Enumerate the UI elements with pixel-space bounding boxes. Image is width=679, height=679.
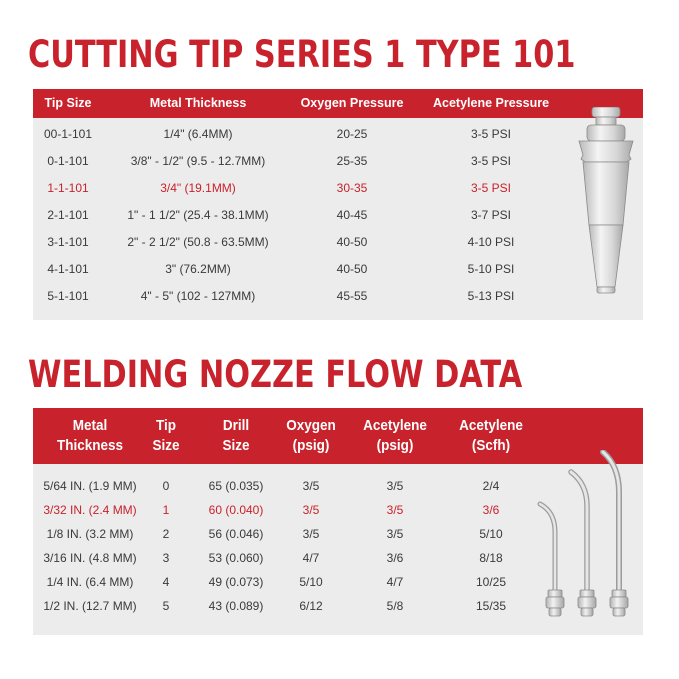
header-drill-size: Drill Size: [222, 417, 250, 454]
cell-tip-size: 1-1-101: [47, 181, 89, 195]
cell-metal-thickness: 3/8" - 1/2" (9.5 - 12.7MM): [130, 154, 266, 168]
welding-table-header: Metal Thickness Tip Size Drill Size Oxygen(…: [33, 408, 643, 464]
header-acetylene-psig: Acetylene (psig): [363, 417, 427, 454]
cell-tip-size: 3-1-101: [47, 235, 89, 249]
cell-metal-thickness: 3/4" (19.1MM): [160, 181, 236, 195]
cutting-tip-title: CUTTING TIP SERIES 1 TYPE 101: [28, 33, 576, 76]
cell-metal-thickness: 1/8 IN. (3.2 MM): [46, 527, 134, 541]
cell-oxygen-psig: 5/10: [299, 575, 323, 589]
header-acetylene-pressure: Acetylene Pressure: [432, 96, 550, 110]
header-oxygen-psig: Oxygen (psig): [286, 417, 336, 454]
cell-oxygen-psig: 6/12: [299, 599, 323, 613]
header-acetylene-scfh: Acetylene (Scfh): [459, 417, 523, 454]
cell-acetylene-scfh: 8/18: [479, 551, 503, 565]
cell-metal-thickness: 5/64 IN. (1.9 MM): [43, 479, 137, 493]
cell-tip-size: 2: [162, 527, 170, 541]
cell-acetylene-pressure: 3-5 PSI: [470, 154, 512, 168]
table-row: 3/32 IN. (2.4 MM) 1 60 (0.040) 3/5 3/5 3/6: [33, 503, 643, 527]
cell-oxygen-pressure: 40-50: [336, 262, 368, 276]
welding-nozzle-icon: [537, 450, 629, 617]
cell-tip-size: 0: [162, 479, 170, 493]
cell-acetylene-scfh: 2/4: [482, 479, 500, 493]
cell-metal-thickness: 1/4" (6.4MM): [163, 127, 233, 141]
cell-metal-thickness: 4" - 5" (102 - 127MM): [140, 289, 256, 303]
cell-metal-thickness: 3/16 IN. (4.8 MM): [43, 551, 137, 565]
cell-metal-thickness: 3/32 IN. (2.4 MM): [43, 503, 137, 517]
table-row: 1-1-101 3/4" (19.1MM) 30-35 3-5 PSI: [33, 181, 643, 205]
cell-oxygen-psig: 3/5: [302, 503, 320, 517]
table-row: 0-1-101 3/8" - 1/2" (9.5 - 12.7MM) 25-35 3-…: [33, 154, 643, 178]
cutting-tip-table: Tip Size Metal Thickness Oxygen Pressure…: [33, 89, 643, 320]
cell-acetylene-pressure: 3-5 PSI: [470, 127, 512, 141]
header-metal-thickness: Metal Thickness: [56, 417, 124, 454]
cell-tip-size: 0-1-101: [47, 154, 89, 168]
cell-tip-size: 4-1-101: [47, 262, 89, 276]
cell-tip-size: 00-1-101: [43, 127, 93, 141]
cell-acetylene-pressure: 4-10 PSI: [467, 235, 515, 249]
cell-acetylene-psig: 3/5: [386, 479, 404, 493]
table-row: 3/16 IN. (4.8 MM) 3 53 (0.060) 4/7 3/6 8/18: [33, 551, 643, 575]
cell-drill-size: 49 (0.073): [208, 575, 264, 589]
welding-nozzle-table: Metal Thickness Tip Size Drill Size Oxygen(…: [33, 408, 643, 635]
cell-tip-size: 4: [162, 575, 170, 589]
cell-acetylene-scfh: 10/25: [475, 575, 507, 589]
cell-acetylene-psig: 3/5: [386, 503, 404, 517]
cell-oxygen-pressure: 45-55: [336, 289, 368, 303]
cell-acetylene-scfh: 5/10: [479, 527, 503, 541]
cell-oxygen-pressure: 25-35: [336, 154, 368, 168]
cell-acetylene-psig: 4/7: [386, 575, 404, 589]
cell-oxygen-pressure: 40-45: [336, 208, 368, 222]
cell-oxygen-psig: 3/5: [302, 527, 320, 541]
header-metal-thickness: Metal Thickness: [149, 96, 247, 110]
cell-acetylene-pressure: 3-7 PSI: [470, 208, 512, 222]
cell-acetylene-psig: 3/5: [386, 527, 404, 541]
table-row: 1/4 IN. (6.4 MM) 4 49 (0.073) 5/10 4/7 10/25: [33, 575, 643, 599]
cell-drill-size: 60 (0.040): [208, 503, 264, 517]
cell-oxygen-psig: 3/5: [302, 479, 320, 493]
table-row: 3-1-101 2" - 2 1/2" (50.8 - 63.5MM) 40-50 4…: [33, 235, 643, 259]
cutting-tip-icon: [578, 107, 634, 294]
cell-tip-size: 5-1-101: [47, 289, 89, 303]
cell-acetylene-psig: 3/6: [386, 551, 404, 565]
table-row: 4-1-101 3" (76.2MM) 40-50 5-10 PSI: [33, 262, 643, 286]
table-row: 1/2 IN. (12.7 MM) 5 43 (0.089) 6/12 5/8 15/35: [33, 599, 643, 623]
cell-acetylene-pressure: 5-10 PSI: [467, 262, 515, 276]
cutting-table-header: Tip Size Metal Thickness Oxygen Pressure…: [33, 89, 643, 118]
table-row: 5/64 IN. (1.9 MM) 0 65 (0.035) 3/5 3/5 2/4: [33, 479, 643, 503]
cell-tip-size: 3: [162, 551, 170, 565]
cell-drill-size: 53 (0.060): [208, 551, 264, 565]
cell-drill-size: 65 (0.035): [208, 479, 264, 493]
header-tip-size: Tip Size: [152, 417, 180, 454]
cell-drill-size: 43 (0.089): [208, 599, 264, 613]
cell-oxygen-pressure: 40-50: [336, 235, 368, 249]
cell-metal-thickness: 1/4 IN. (6.4 MM): [46, 575, 134, 589]
cell-acetylene-scfh: 15/35: [475, 599, 507, 613]
welding-nozzle-title: WELDING NOZZE FLOW DATA: [28, 353, 523, 396]
cell-acetylene-pressure: 3-5 PSI: [470, 181, 512, 195]
table-row: 2-1-101 1" - 1 1/2" (25.4 - 38.1MM) 40-45 3…: [33, 208, 643, 232]
table-row: 00-1-101 1/4" (6.4MM) 20-25 3-5 PSI: [33, 127, 643, 151]
table-row: 5-1-101 4" - 5" (102 - 127MM) 45-55 5-13 PS…: [33, 289, 643, 313]
cell-tip-size: 1: [162, 503, 170, 517]
cell-oxygen-pressure: 20-25: [336, 127, 368, 141]
cell-metal-thickness: 1" - 1 1/2" (25.4 - 38.1MM): [127, 208, 269, 222]
cell-acetylene-scfh: 3/6: [482, 503, 500, 517]
cell-metal-thickness: 3" (76.2MM): [165, 262, 231, 276]
cell-metal-thickness: 2" - 2 1/2" (50.8 - 63.5MM): [127, 235, 269, 249]
cell-acetylene-psig: 5/8: [386, 599, 404, 613]
header-oxygen-pressure: Oxygen Pressure: [300, 96, 404, 110]
header-tip-size: Tip Size: [44, 96, 92, 110]
cell-oxygen-pressure: 30-35: [336, 181, 368, 195]
cell-tip-size: 2-1-101: [47, 208, 89, 222]
cell-oxygen-psig: 4/7: [302, 551, 320, 565]
table-row: 1/8 IN. (3.2 MM) 2 56 (0.046) 3/5 3/5 5/10: [33, 527, 643, 551]
cell-acetylene-pressure: 5-13 PSI: [467, 289, 515, 303]
cell-tip-size: 5: [162, 599, 170, 613]
cell-drill-size: 56 (0.046): [208, 527, 264, 541]
cell-metal-thickness: 1/2 IN. (12.7 MM): [43, 599, 137, 613]
